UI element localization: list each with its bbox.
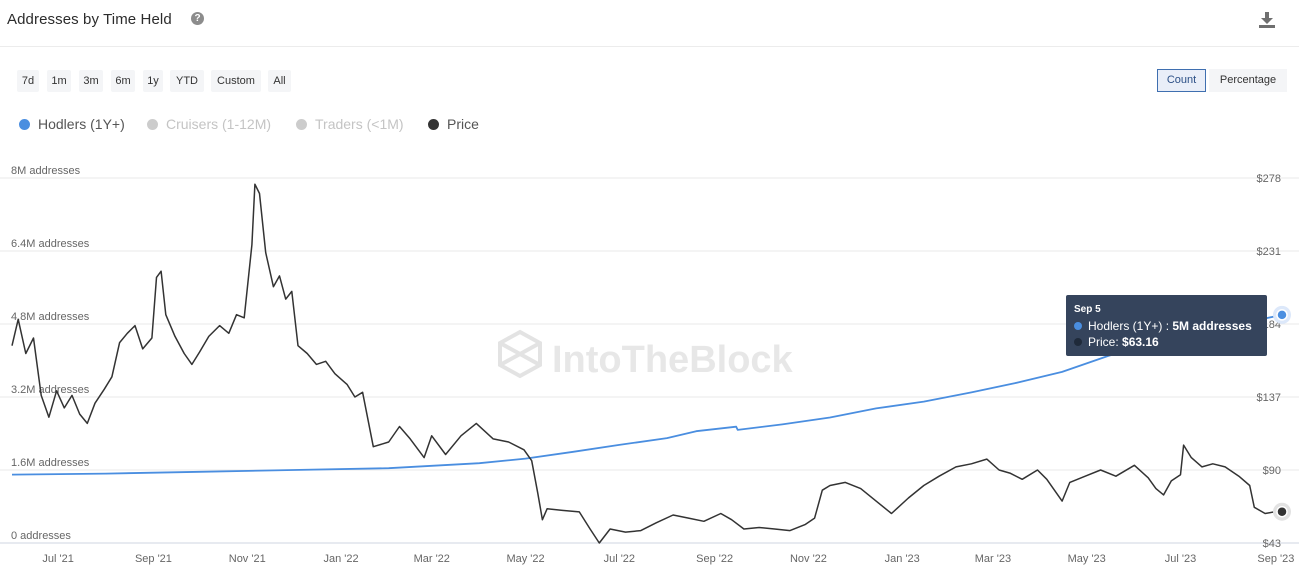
range-custom-button[interactable]: Custom xyxy=(211,70,261,92)
x-tick-label: Sep '21 xyxy=(135,553,172,565)
help-icon[interactable]: ? xyxy=(191,12,204,25)
x-tick-label: Jul '22 xyxy=(604,553,635,565)
legend-marker xyxy=(19,119,30,130)
y-left-tick-label: 4.8M addresses xyxy=(11,311,90,323)
watermark: IntoTheBlock xyxy=(498,329,794,381)
legend-marker xyxy=(428,119,439,130)
range-3m-button[interactable]: 3m xyxy=(79,70,103,92)
y-axis-left: 0 addresses 1.6M addresses 3.2M addresses 4… xyxy=(11,165,90,542)
grid-lines xyxy=(0,177,1299,544)
range-1m-button[interactable]: 1m xyxy=(47,70,71,92)
range-1y-button[interactable]: 1y xyxy=(143,70,163,92)
y-right-tick-label: $231 xyxy=(1257,246,1281,258)
x-tick-label: Jan '22 xyxy=(323,553,358,565)
legend-item-cruisers[interactable]: Cruisers (1-12M) xyxy=(147,116,282,132)
watermark-text: IntoTheBlock xyxy=(552,339,794,381)
y-left-tick-label: 3.2M addresses xyxy=(11,384,90,396)
percentage-toggle[interactable]: Percentage xyxy=(1209,69,1287,92)
tooltip-price-value: $63.16 xyxy=(1122,335,1159,349)
legend-label: Hodlers (1Y+) xyxy=(38,116,125,132)
tooltip-price-label: Price: xyxy=(1088,335,1123,349)
tooltip-hodlers-value: 5M addresses xyxy=(1172,319,1252,333)
chart-header: Addresses by Time Held ? xyxy=(0,0,1299,47)
download-icon[interactable] xyxy=(1257,10,1277,30)
x-axis: Jul '21 Sep '21 Nov '21 Jan '22 Mar '22 May '… xyxy=(42,553,1294,565)
y-right-tick-label: $137 xyxy=(1257,392,1281,404)
range-ytd-button[interactable]: YTD xyxy=(170,70,204,92)
tooltip-price-dot xyxy=(1074,338,1082,346)
x-tick-label: May '23 xyxy=(1068,553,1106,565)
y-right-tick-label: $43 xyxy=(1263,538,1281,550)
tooltip-hodlers-dot xyxy=(1074,322,1082,330)
hover-point xyxy=(1276,505,1288,518)
count-toggle[interactable]: Count xyxy=(1157,69,1206,92)
range-6m-button[interactable]: 6m xyxy=(111,70,135,92)
x-tick-label: Sep '23 xyxy=(1257,553,1294,565)
x-tick-label: May '22 xyxy=(506,553,544,565)
legend-marker xyxy=(147,119,158,130)
chart-title: Addresses by Time Held xyxy=(7,11,172,28)
range-all-button[interactable]: All xyxy=(268,70,291,92)
x-tick-label: Jul '23 xyxy=(1165,553,1196,565)
tooltip-hodlers-label: Hodlers (1Y+) : xyxy=(1088,319,1173,333)
y-left-tick-label: 0 addresses xyxy=(11,530,71,542)
y-left-tick-label: 6.4M addresses xyxy=(11,238,90,250)
tooltip-date: Sep 5 xyxy=(1074,304,1101,315)
x-tick-label: Sep '22 xyxy=(696,553,733,565)
x-tick-label: Nov '22 xyxy=(790,553,827,565)
legend-label: Traders (<1M) xyxy=(315,116,404,132)
y-right-tick-label: $278 xyxy=(1257,173,1281,185)
x-tick-label: Jul '21 xyxy=(42,553,73,565)
y-right-tick-label: $90 xyxy=(1263,465,1281,477)
x-tick-label: Jan '23 xyxy=(885,553,920,565)
tooltip-price-row: Price: $63.16 xyxy=(1074,334,1259,350)
legend-item-hodlers[interactable]: Hodlers (1Y+) xyxy=(19,116,134,132)
y-axis-right: $43$90$137$184$231$278 xyxy=(1257,173,1281,550)
x-tick-label: Nov '21 xyxy=(229,553,266,565)
y-left-tick-label: 1.6M addresses xyxy=(11,457,90,469)
hover-markers xyxy=(1273,305,1291,521)
range-7d-button[interactable]: 7d xyxy=(17,70,39,92)
tooltip-hodlers-row: Hodlers (1Y+) : 5M addresses xyxy=(1074,318,1259,334)
legend-item-traders[interactable]: Traders (<1M) xyxy=(296,116,411,132)
legend-marker xyxy=(296,119,307,130)
x-tick-label: Mar '23 xyxy=(975,553,1011,565)
legend-label: Price xyxy=(447,116,479,132)
x-tick-label: Mar '22 xyxy=(414,553,450,565)
legend-item-price[interactable]: Price xyxy=(428,116,488,132)
series-line-price[interactable] xyxy=(11,183,1283,544)
hover-tooltip: Sep 5 Hodlers (1Y+) : 5M addresses Price… xyxy=(1066,295,1267,356)
legend-label: Cruisers (1-12M) xyxy=(166,116,272,132)
y-left-tick-label: 8M addresses xyxy=(11,165,81,177)
hover-point xyxy=(1276,309,1288,321)
